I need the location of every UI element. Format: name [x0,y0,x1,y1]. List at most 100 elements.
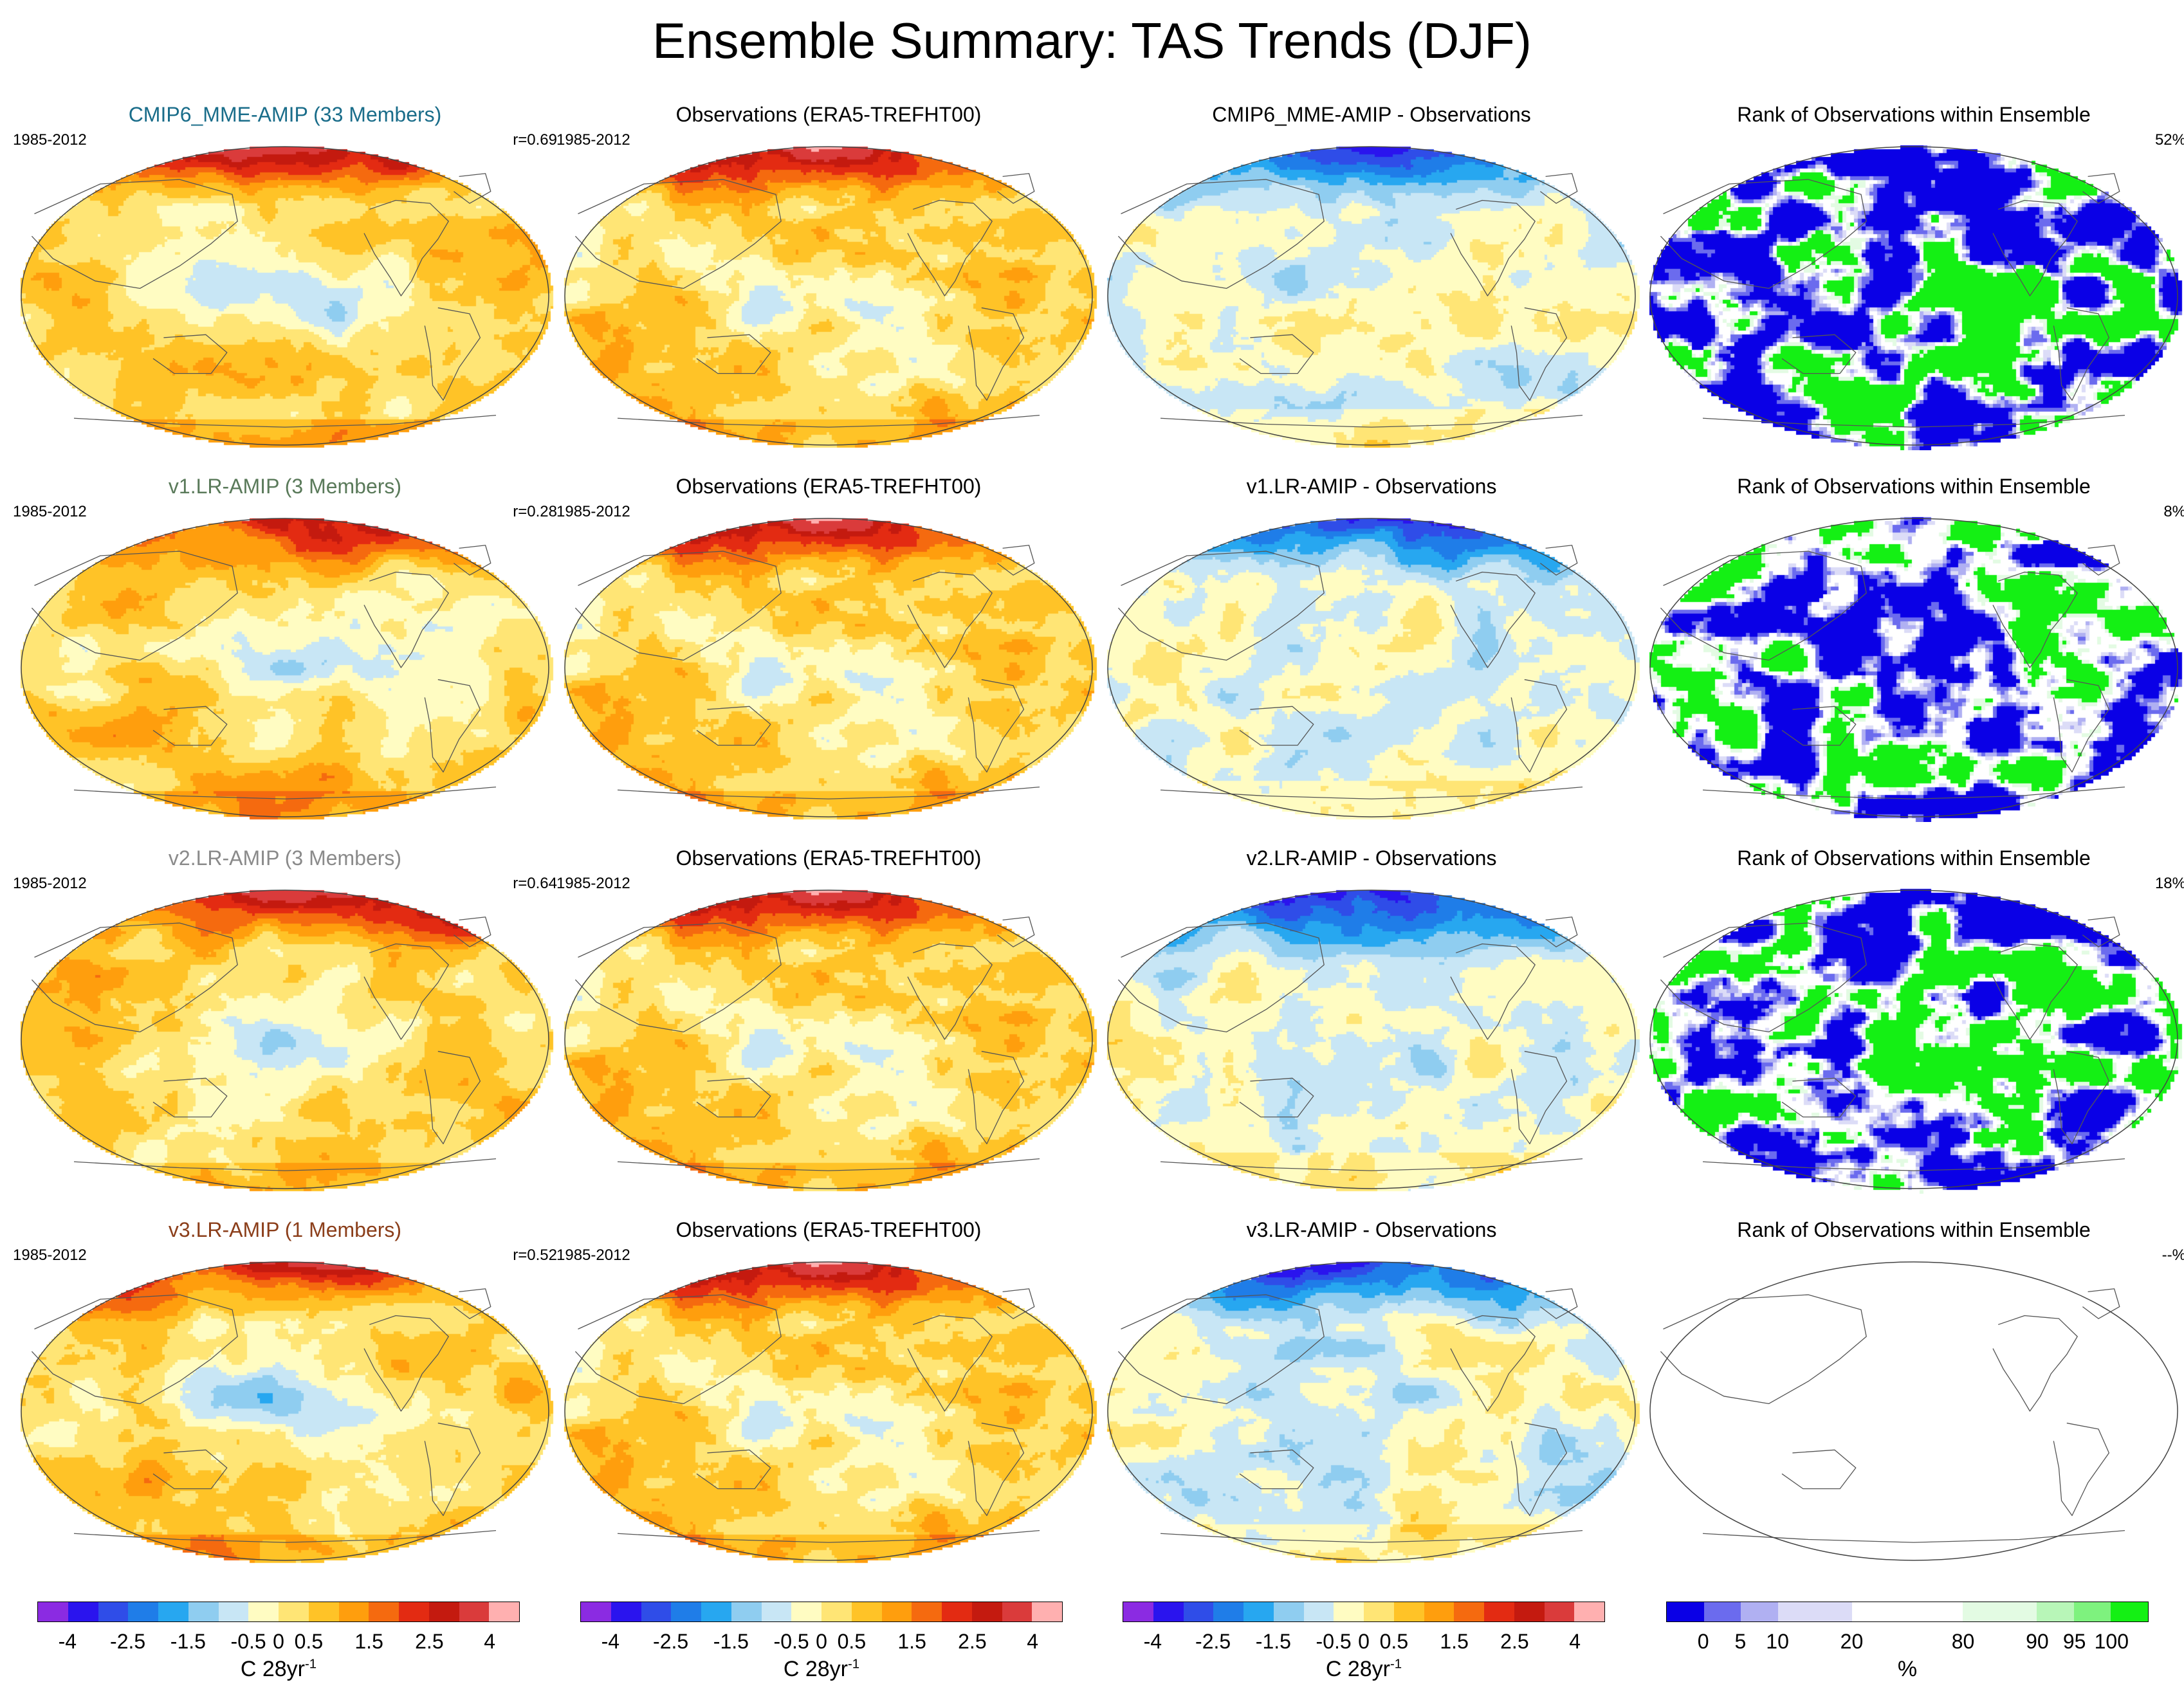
colorbar-tick-label: -4 [58,1630,77,1653]
map-border [21,1261,549,1561]
coastline [696,1449,771,1490]
coastline [2053,1422,2110,1517]
colorbar-unit-text: C 28yr [1325,1657,1390,1681]
map-plot [556,885,1101,1194]
colorbar-swatch [1741,1602,1778,1621]
map-overlay [1649,518,2178,817]
figure-title: Ensemble Summary: TAS Trends (DJF) [652,12,1532,69]
coastline [2082,917,2120,947]
map-overlay [21,146,549,446]
map-field [556,513,1101,822]
map-border [1107,1261,1636,1561]
coastline [997,545,1035,576]
map-field [1642,885,2184,1194]
map-plot [1099,142,1644,450]
map-field [13,1257,557,1566]
coastline [1540,173,1578,204]
map-overlay [564,890,1093,1189]
map-plot [13,1257,557,1566]
coastline [617,414,1040,428]
map-field [1099,513,1644,822]
panel-model-row4: v3.LR-AMIP (1 Members) 1985-2012 r=0.52 [13,1218,557,1566]
colorbar-swatch [1424,1602,1454,1621]
colorbar-swatch [489,1602,519,1621]
colorbar-tick-label: -1.5 [1255,1630,1291,1653]
coastline [2053,1050,2110,1145]
panel-title: v1.LR-AMIP (3 Members) [168,475,402,498]
colorbar-tick-label: 0 [1358,1630,1370,1653]
coastline [1160,1529,1583,1543]
colorbar-unit-text: C 28yr [240,1657,305,1681]
coastline [1510,1422,1568,1517]
colorbar-swatch [1183,1602,1214,1621]
colorbar-unit: C 28yr-1 [744,1657,899,1682]
colorbar-swatch [1334,1602,1364,1621]
coastline [617,1529,1040,1543]
map-field [13,885,557,1194]
colorbar-swatch [399,1602,429,1621]
coastline [997,1288,1035,1319]
colorbar-swatch [1544,1602,1575,1621]
rank-colorbar [1666,1602,2149,1622]
colorbar-swatch [701,1602,731,1621]
colorbar-swatch [1213,1602,1243,1621]
coastline [152,1449,228,1490]
colorbar-swatch [248,1602,279,1621]
coastline [574,1294,782,1405]
coastline [574,179,782,289]
coastline [454,917,491,947]
panel-title: Rank of Observations within Ensemble [1737,475,2091,498]
colorbar-swatch [38,1602,68,1621]
colorbar-tick-label: 20 [1840,1630,1864,1653]
colorbar-tick-label: -1.5 [713,1630,749,1653]
colorbar-tick-label: -1.5 [170,1630,206,1653]
map-overlay [1649,1261,2178,1561]
panel-diff-row2: v1.LR-AMIP - Observations [1099,475,1644,822]
colorbar-tick-label: 0.5 [1379,1630,1409,1653]
coastline [1660,1294,1867,1405]
colorbar-tick-label: 0 [273,1630,284,1653]
coastline [2082,545,2120,576]
coastline [1992,1315,2078,1412]
map-border [1107,146,1636,446]
coastline [997,173,1035,204]
map-overlay [1107,1261,1636,1561]
map-overlay [1649,146,2178,446]
colorbar-swatch [942,1602,972,1621]
coastline [1117,179,1325,289]
colorbar-tick-label: 0.5 [837,1630,867,1653]
map-overlay [1107,146,1636,446]
coastline [31,922,238,1033]
map-field [1099,1257,1644,1566]
coastline [1660,922,1867,1033]
colorbar-tick-label: 1.5 [354,1630,383,1653]
colorbar-swatch [1123,1602,1153,1621]
panel-rank-row1: Rank of Observations within Ensemble 52% [1642,103,2184,450]
panel-obs-row4: Observations (ERA5-TREFHT00) 1985-2012 [556,1218,1101,1566]
colorbar-tick-label: -4 [1143,1630,1162,1653]
coastline [424,1050,481,1145]
coastline [152,1077,228,1118]
map-field [1642,513,2184,822]
colorbar-swatch [1303,1602,1334,1621]
colorbar-tick-label: 2.5 [415,1630,444,1653]
coastline [617,1158,1040,1171]
map-plot [556,142,1101,450]
colorbar-swatch [912,1602,942,1621]
map-field [556,1257,1101,1566]
coastline [907,199,993,297]
coastline [1781,706,1857,746]
coastline [997,917,1035,947]
panel-diff-row3: v2.LR-AMIP - Observations [1099,846,1644,1194]
colorbar-tick-label: 2.5 [1500,1630,1529,1653]
colorbar-unit: C 28yr-1 [201,1657,356,1682]
colorbar-swatch [308,1602,339,1621]
coastline [363,943,449,1040]
colorbar-swatch [1002,1602,1032,1621]
coastline [1450,1315,1536,1412]
panel-rank-row3: Rank of Observations within Ensemble 18% [1642,846,2184,1194]
panel-title: v3.LR-AMIP - Observations [1246,1218,1497,1241]
colorbar-tick-label: 1.5 [897,1630,926,1653]
coastline [1992,199,2078,297]
coastline [31,551,238,661]
